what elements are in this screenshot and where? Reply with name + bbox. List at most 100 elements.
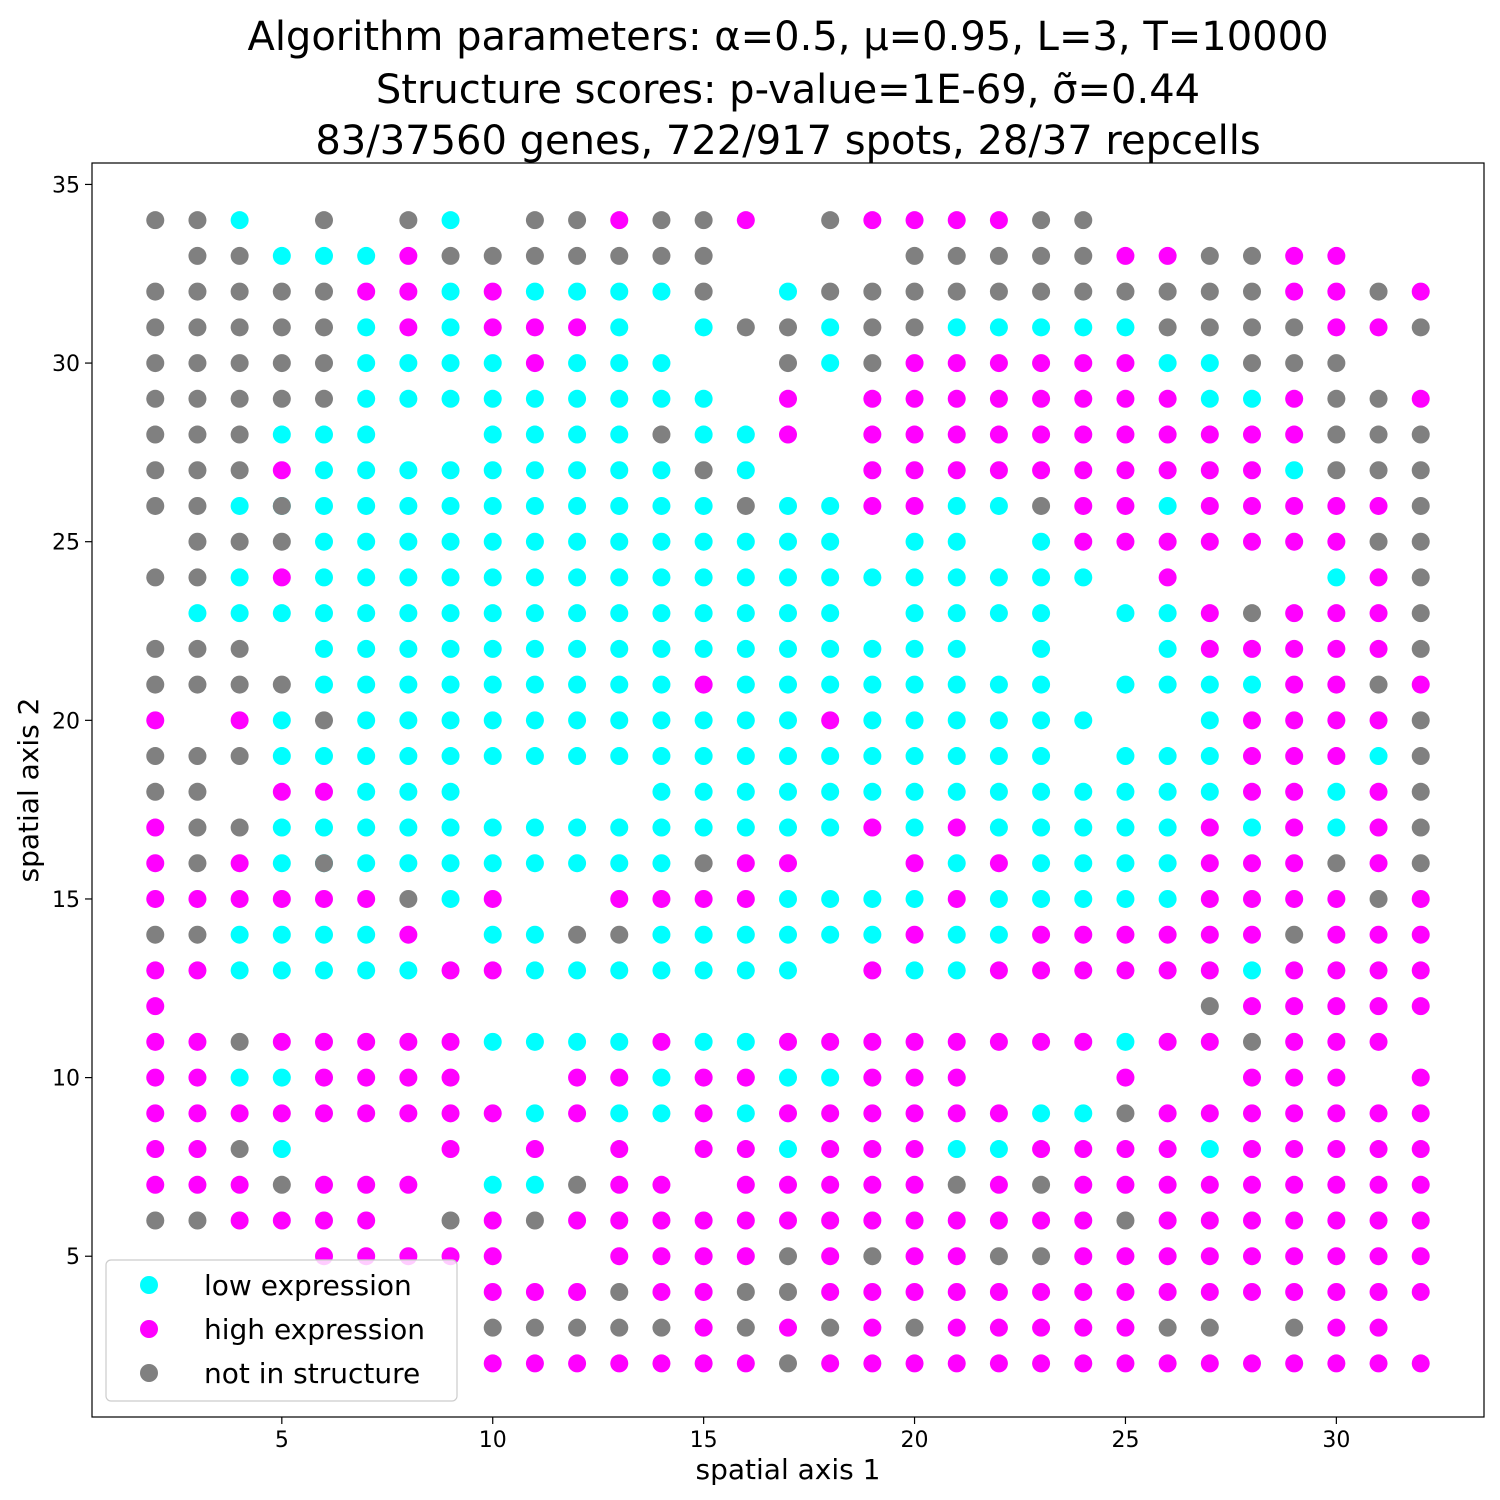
data-point [947,211,966,230]
data-point [736,889,755,908]
data-point [272,246,291,265]
data-point [652,854,671,873]
data-point [610,675,629,694]
data-point [947,496,966,515]
data-point [315,425,333,444]
data-point [1285,854,1304,873]
data-point [610,604,629,623]
data-point [947,568,966,587]
data-point [694,889,713,908]
data-point [694,1140,713,1159]
data-point [989,961,1008,980]
data-point [694,747,713,766]
data-point [905,747,924,766]
data-point [568,925,587,944]
data-point [230,1032,249,1051]
data-point [1327,1104,1346,1123]
data-point [483,496,502,515]
data-point [1200,889,1219,908]
data-point [272,282,291,301]
data-point [315,389,333,408]
data-point [863,961,882,980]
data-point [863,1068,882,1087]
y-tick-label: 25 [52,531,80,556]
data-point [1158,1032,1177,1051]
data-point [188,246,207,265]
data-point [230,889,249,908]
data-point [357,425,376,444]
data-point [1285,461,1304,480]
data-point [989,461,1008,480]
data-point [652,1282,671,1301]
data-point [272,1140,291,1159]
data-point [230,1140,249,1159]
data-point [1158,889,1177,908]
data-point [736,747,755,766]
data-point [905,854,924,873]
data-point [1411,747,1430,766]
data-point [272,425,291,444]
data-point [1074,496,1093,515]
data-point [568,246,587,265]
data-point [483,1282,502,1301]
data-point [441,1140,460,1159]
data-point [441,461,460,480]
data-point [694,1247,713,1266]
data-point [272,675,291,694]
data-point [1285,1068,1304,1087]
data-point [357,1104,376,1123]
data-point [1074,961,1093,980]
data-point [1074,532,1093,551]
data-point [779,818,797,837]
data-point [1116,889,1135,908]
data-point [483,1211,502,1230]
data-point [146,854,165,873]
data-point [315,639,333,658]
data-point [357,711,376,730]
data-point [1032,568,1051,587]
data-point [652,389,671,408]
data-point [1200,1140,1219,1159]
data-point [863,1354,882,1373]
data-point [568,461,587,480]
data-point [568,532,587,551]
data-point [1411,1140,1430,1159]
data-point [779,1354,797,1373]
y-axis-ticks: 5 10 15 20 25 30 35 [52,173,92,1270]
data-point [694,318,713,337]
data-point [272,747,291,766]
data-point [568,639,587,658]
data-point [315,854,333,873]
data-point [863,747,882,766]
data-point [399,532,418,551]
data-point [652,425,671,444]
data-point [905,282,924,301]
data-point [947,925,966,944]
data-point [315,354,333,373]
data-point [905,1104,924,1123]
data-point [736,1140,755,1159]
data-point [1369,1104,1388,1123]
data-point [357,282,376,301]
data-point [1411,997,1430,1016]
data-point [315,961,333,980]
data-point [188,568,207,587]
data-point [863,1318,882,1337]
data-point [1285,1354,1304,1373]
data-point [1200,318,1219,337]
data-point [905,675,924,694]
data-point [1285,282,1304,301]
data-point [483,532,502,551]
data-point [188,282,207,301]
data-point [610,925,629,944]
data-point [441,318,460,337]
data-point [1158,354,1177,373]
data-point [610,461,629,480]
data-point [1116,318,1135,337]
data-point [1243,496,1261,515]
data-point [821,1175,840,1194]
data-point [779,961,797,980]
data-point [399,961,418,980]
data-point [694,1032,713,1051]
data-point [863,461,882,480]
